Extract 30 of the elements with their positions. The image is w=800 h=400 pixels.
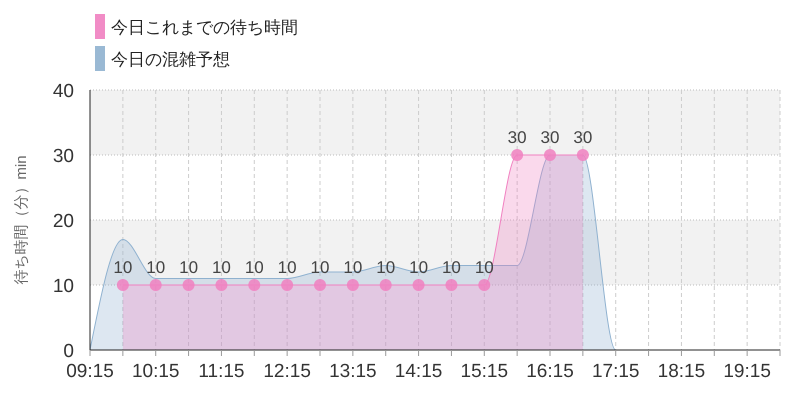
x-tick-label: 18:15 xyxy=(658,361,706,382)
data-label: 10 xyxy=(442,258,461,277)
data-label: 10 xyxy=(113,258,132,277)
y-tick-label: 10 xyxy=(52,276,74,297)
y-tick-label: 0 xyxy=(63,341,74,362)
x-tick-label: 16:15 xyxy=(526,361,574,382)
x-tick-label: 19:15 xyxy=(723,361,771,382)
data-label: 10 xyxy=(376,258,396,277)
data-label: 10 xyxy=(146,258,166,277)
data-label: 10 xyxy=(278,258,297,277)
x-tick-label: 14:15 xyxy=(394,361,442,382)
data-label: 30 xyxy=(540,128,560,147)
data-label: 10 xyxy=(244,258,264,277)
x-tick-label: 17:15 xyxy=(592,361,640,382)
y-tick-label: 20 xyxy=(52,211,74,232)
data-label: 10 xyxy=(212,258,231,277)
y-tick-label: 30 xyxy=(52,146,74,167)
x-tick-label: 11:15 xyxy=(198,361,244,382)
legend-label: 今日の混雑予想 xyxy=(111,50,230,69)
y-tick-label: 40 xyxy=(52,81,74,102)
data-label: 30 xyxy=(573,128,592,147)
data-label: 30 xyxy=(508,128,527,147)
x-tick-label: 13:15 xyxy=(329,361,377,382)
x-tick-label: 15:15 xyxy=(460,361,508,382)
y-axis-title: 待ち時間（分）min xyxy=(13,155,30,285)
x-tick-label: 10:15 xyxy=(132,361,180,382)
legend-label: 今日これまでの待ち時間 xyxy=(111,18,298,37)
x-tick-label: 09:15 xyxy=(66,361,114,382)
data-label: 10 xyxy=(179,258,198,277)
x-tick-label: 12:15 xyxy=(263,361,311,382)
